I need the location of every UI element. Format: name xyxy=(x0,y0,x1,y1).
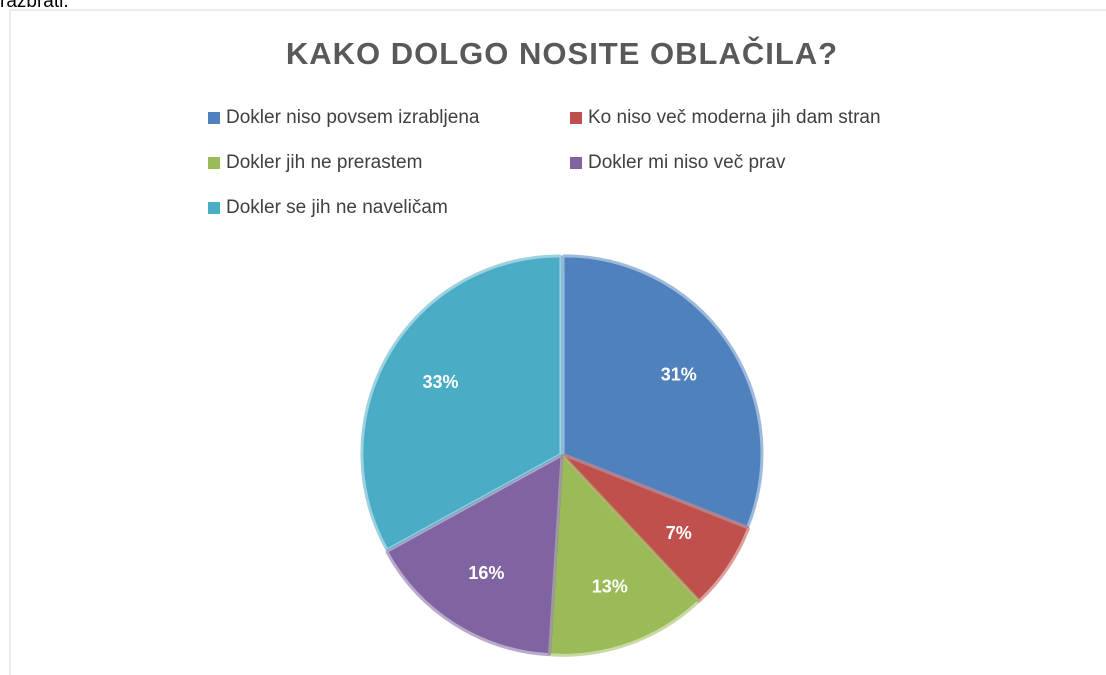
legend-swatch xyxy=(208,112,220,124)
data-label: 13% xyxy=(592,577,628,597)
data-label: 7% xyxy=(666,523,692,543)
legend-label: Ko niso več moderna jih dam stran xyxy=(588,107,881,128)
legend: Dokler niso povsem izrabljena Ko niso več… xyxy=(208,107,881,218)
legend-label: Dokler se jih ne naveličam xyxy=(226,197,448,218)
pie-slice xyxy=(547,454,701,657)
legend-swatch xyxy=(208,202,220,214)
legend-label: Dokler jih ne prerastem xyxy=(226,152,422,173)
pie: 31% 7% 13% 16% 33% xyxy=(360,254,764,657)
legend-swatch xyxy=(570,112,582,124)
chart-title: KAKO DOLGO NOSITE OBLAČILA? xyxy=(286,35,838,71)
legend-swatch xyxy=(570,157,582,169)
data-label: 16% xyxy=(468,563,504,583)
data-label: 31% xyxy=(661,364,697,384)
pie-slice xyxy=(385,454,564,657)
pie-slice xyxy=(360,254,563,551)
legend-swatch xyxy=(208,157,220,169)
legend-label: Dokler mi niso več prav xyxy=(588,152,786,173)
chart-frame xyxy=(9,9,1106,675)
page-text: razbrati. xyxy=(0,0,69,12)
legend-label: Dokler niso povsem izrabljena xyxy=(226,107,480,128)
pie-slice xyxy=(561,254,764,529)
data-label: 33% xyxy=(423,372,459,392)
